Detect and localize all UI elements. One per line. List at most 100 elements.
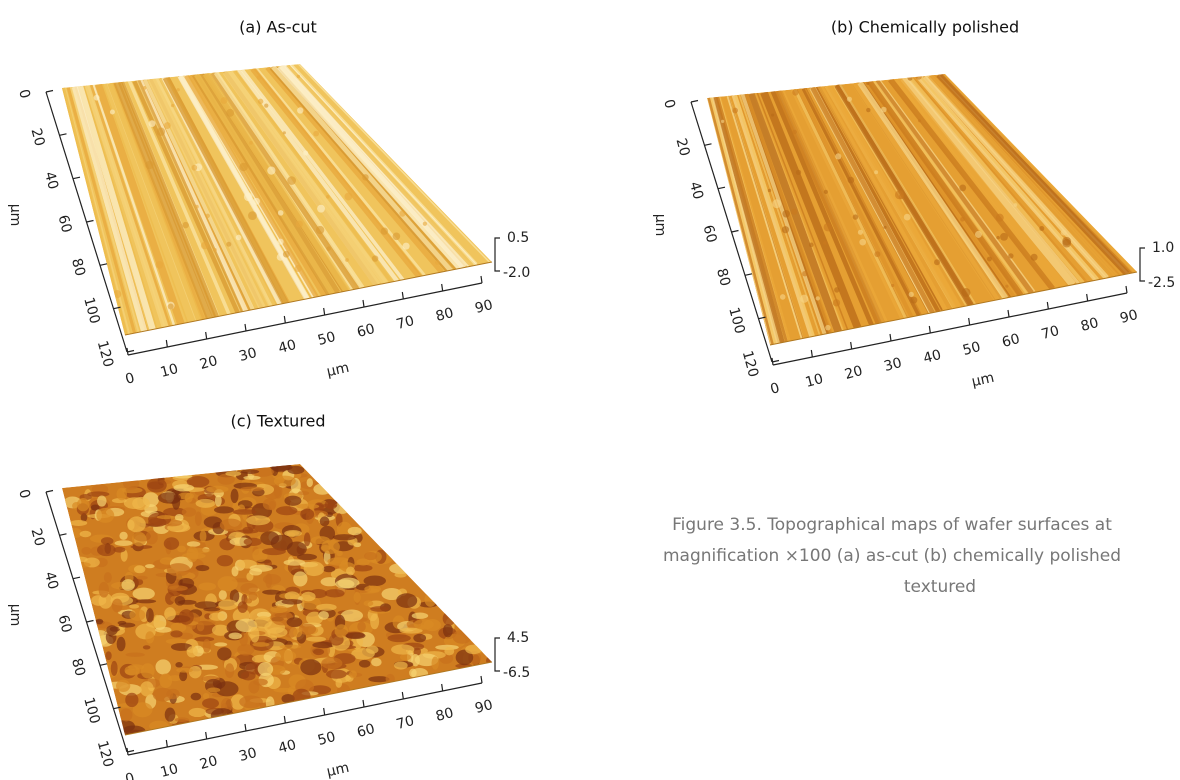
- grain: [184, 492, 193, 503]
- stripe: [297, 64, 491, 263]
- grain: [273, 475, 296, 487]
- grain: [321, 657, 343, 670]
- y-tick: [126, 749, 135, 753]
- surface: [62, 64, 492, 335]
- stripe: [222, 69, 381, 287]
- grain: [196, 622, 205, 632]
- grain: [296, 503, 320, 510]
- stripe: [793, 88, 908, 319]
- grain: [140, 681, 154, 697]
- z-scale-bracket: [494, 637, 500, 672]
- stripe: [827, 84, 962, 309]
- bump: [859, 238, 867, 246]
- z-scale-min: -2.0: [503, 265, 530, 281]
- grain: [245, 598, 253, 604]
- y-tick: [113, 306, 121, 310]
- x-tick-label: 90: [473, 697, 494, 717]
- grain: [177, 599, 197, 605]
- bump: [846, 96, 853, 102]
- bump: [176, 88, 180, 92]
- grain: [96, 543, 116, 557]
- grain: [287, 465, 305, 475]
- bump: [345, 258, 349, 262]
- grain: [336, 521, 353, 537]
- grain: [346, 566, 355, 576]
- grain: [381, 588, 402, 601]
- grain: [198, 582, 217, 591]
- grain: [250, 467, 274, 477]
- y-tick-label: 40: [41, 570, 61, 591]
- stripe: [801, 87, 922, 317]
- grain: [125, 652, 145, 657]
- grain: [175, 662, 183, 668]
- z-scale-bracket: [494, 237, 500, 272]
- bump: [93, 94, 100, 101]
- stripe: [818, 85, 948, 312]
- bump: [326, 195, 330, 199]
- grain: [240, 671, 256, 681]
- grain: [95, 618, 104, 625]
- y-tick-label: 100: [80, 296, 102, 326]
- y-tick: [45, 489, 54, 493]
- stripe: [240, 68, 405, 281]
- bump: [866, 81, 870, 85]
- grain: [363, 575, 386, 587]
- x-tick-label: 20: [198, 753, 219, 773]
- grain: [399, 627, 423, 634]
- bump: [371, 255, 379, 262]
- grain: [206, 485, 229, 493]
- bump: [422, 221, 428, 226]
- y-tick-label: 120: [94, 739, 116, 769]
- bump: [277, 210, 284, 216]
- bump: [1062, 236, 1072, 246]
- bump: [915, 74, 922, 80]
- grain: [394, 572, 407, 578]
- bump: [315, 225, 325, 235]
- bump: [344, 192, 353, 201]
- grain: [246, 515, 271, 526]
- grain: [411, 612, 429, 619]
- z-scale-min: -6.5: [503, 665, 530, 681]
- stripe: [754, 92, 845, 331]
- grain: [320, 577, 339, 587]
- stripe: [906, 76, 1080, 285]
- grain: [96, 495, 107, 507]
- grain: [145, 530, 158, 545]
- grain: [194, 511, 202, 526]
- stripe: [778, 89, 885, 324]
- bump: [874, 251, 881, 258]
- grain: [273, 687, 295, 693]
- bump: [917, 119, 922, 123]
- z-scale-min: -2.5: [1148, 275, 1175, 291]
- bump: [287, 176, 297, 185]
- surface-edge: [124, 261, 493, 336]
- x-tick-label: 10: [804, 371, 825, 391]
- bump: [212, 248, 217, 252]
- bump: [908, 291, 914, 298]
- grain: [188, 707, 207, 718]
- x-tick-label: 80: [434, 305, 455, 325]
- stripe: [194, 72, 335, 296]
- grain: [229, 589, 240, 603]
- stripe: [834, 83, 975, 307]
- y-tick: [59, 133, 67, 136]
- y-tick: [126, 349, 135, 353]
- x-axis: [127, 682, 483, 756]
- grain: [357, 621, 366, 632]
- grain: [241, 469, 260, 474]
- grain: [358, 659, 371, 668]
- grain: [310, 536, 330, 545]
- bump: [155, 261, 164, 269]
- bump: [795, 169, 802, 176]
- x-tick: [165, 339, 168, 348]
- grain: [87, 491, 110, 497]
- grain: [300, 659, 322, 676]
- bump: [253, 197, 261, 205]
- stripe: [136, 80, 241, 313]
- x-tick-label: 50: [961, 339, 982, 359]
- bump: [815, 296, 820, 301]
- stripe: [177, 74, 309, 301]
- bump: [903, 213, 911, 221]
- grain: [157, 492, 181, 504]
- grain: [303, 561, 325, 577]
